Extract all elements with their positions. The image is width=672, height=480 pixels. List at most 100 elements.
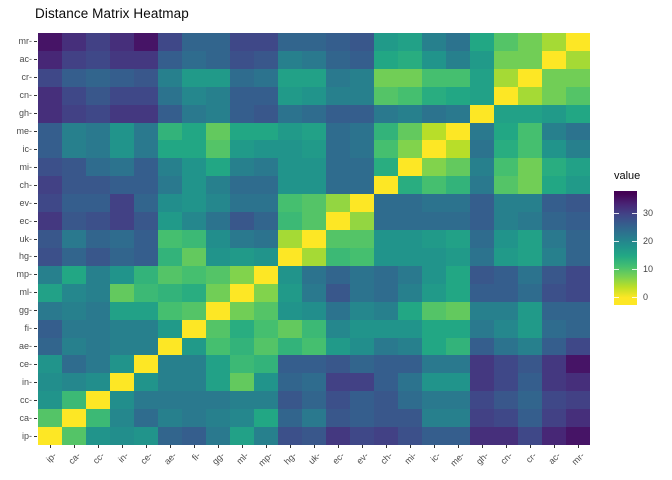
heatmap-cell (494, 50, 518, 69)
heatmap-cell (62, 247, 86, 266)
heatmap-cell (398, 140, 422, 159)
heatmap-cell (518, 427, 542, 445)
heatmap-cell (398, 247, 422, 266)
heatmap-cell (278, 33, 302, 51)
legend: value 30 20 10 0 (612, 170, 672, 320)
heatmap-cell (398, 337, 422, 356)
heatmap-cell (62, 265, 86, 284)
heatmap-cell (230, 50, 254, 69)
heatmap-cell (422, 319, 446, 338)
heatmap-cell (158, 194, 182, 213)
heatmap-cell (374, 158, 398, 177)
heatmap-cell (110, 373, 134, 392)
heatmap-cell (350, 104, 374, 123)
heatmap-cell (302, 301, 326, 320)
heatmap-cell (278, 176, 302, 195)
y-axis-label: gh- (18, 108, 32, 119)
x-tick-mark (505, 445, 507, 448)
heatmap-cell (470, 194, 494, 213)
heatmap-cell (326, 247, 350, 266)
heatmap-cell (86, 319, 110, 338)
x-tick-mark (145, 445, 147, 448)
y-tick-mark (33, 220, 37, 222)
heatmap-cell (494, 301, 518, 320)
x-tick-mark (97, 445, 99, 448)
heatmap-cell (278, 337, 302, 356)
heatmap-cell (158, 122, 182, 141)
heatmap-cell (518, 409, 542, 428)
heatmap-cell (422, 265, 446, 284)
heatmap-cell (518, 355, 542, 374)
heatmap-cell (422, 68, 446, 87)
y-tick-mark (33, 59, 37, 61)
heatmap-cell (230, 301, 254, 320)
heatmap-cell (254, 50, 278, 69)
heatmap-cell (494, 194, 518, 213)
heatmap-cell (374, 194, 398, 213)
heatmap-cell (110, 212, 134, 231)
heatmap-cell (110, 86, 134, 105)
heatmap-cell (206, 409, 230, 428)
heatmap-cell (422, 33, 446, 51)
legend-title: value (614, 170, 641, 182)
heatmap-cell (302, 68, 326, 87)
heatmap-cell (566, 104, 590, 123)
heatmap-cell (110, 176, 134, 195)
heatmap-cell (230, 158, 254, 177)
legend-tick-mark (632, 269, 637, 271)
y-axis-label: cn- (19, 90, 32, 101)
heatmap-cell (374, 140, 398, 159)
heatmap-cell (470, 319, 494, 338)
heatmap-cell (230, 176, 254, 195)
heatmap-cell (470, 230, 494, 248)
heatmap-cell (398, 194, 422, 213)
heatmap-cell (326, 283, 350, 302)
heatmap-cell (566, 283, 590, 302)
legend-tick-label: 10 (643, 264, 654, 275)
heatmap-cell (62, 391, 86, 410)
heatmap-cell (374, 337, 398, 356)
heatmap-cell (254, 212, 278, 231)
y-axis-label: in- (21, 376, 32, 387)
heatmap-cell (542, 50, 566, 69)
heatmap-cell (446, 122, 470, 141)
heatmap-cell (350, 355, 374, 374)
heatmap-cell (206, 140, 230, 159)
heatmap-cell (86, 176, 110, 195)
heatmap-cell (278, 68, 302, 87)
heatmap-cell (206, 33, 230, 51)
heatmap-cell (182, 301, 206, 320)
heatmap-cell (38, 33, 62, 51)
heatmap-cell (518, 50, 542, 69)
y-axis-label: mp- (16, 269, 33, 280)
heatmap-cell (134, 212, 158, 231)
heatmap-cell (86, 122, 110, 141)
heatmap-cell (374, 104, 398, 123)
heatmap-cell (470, 409, 494, 428)
heatmap-cell (134, 283, 158, 302)
heatmap-cell (206, 301, 230, 320)
heatmap-cell (134, 265, 158, 284)
heatmap-cell (542, 337, 566, 356)
heatmap-cell (398, 50, 422, 69)
heatmap-cell (398, 104, 422, 123)
heatmap-cell (230, 247, 254, 266)
heatmap-cell (374, 230, 398, 248)
heatmap-cell (62, 283, 86, 302)
heatmap-cell (62, 122, 86, 141)
heatmap-cell (278, 265, 302, 284)
heatmap-cell (398, 409, 422, 428)
x-tick-mark (577, 445, 579, 448)
heatmap-cell (302, 319, 326, 338)
x-tick-mark (121, 445, 123, 448)
heatmap-cell (110, 427, 134, 445)
heatmap-cell (518, 86, 542, 105)
heatmap-cell (134, 409, 158, 428)
heatmap-cell (374, 319, 398, 338)
heatmap-cell (374, 122, 398, 141)
heatmap-cell (230, 319, 254, 338)
heatmap-cell (566, 140, 590, 159)
heatmap-cell (278, 158, 302, 177)
heatmap-cell (326, 33, 350, 51)
